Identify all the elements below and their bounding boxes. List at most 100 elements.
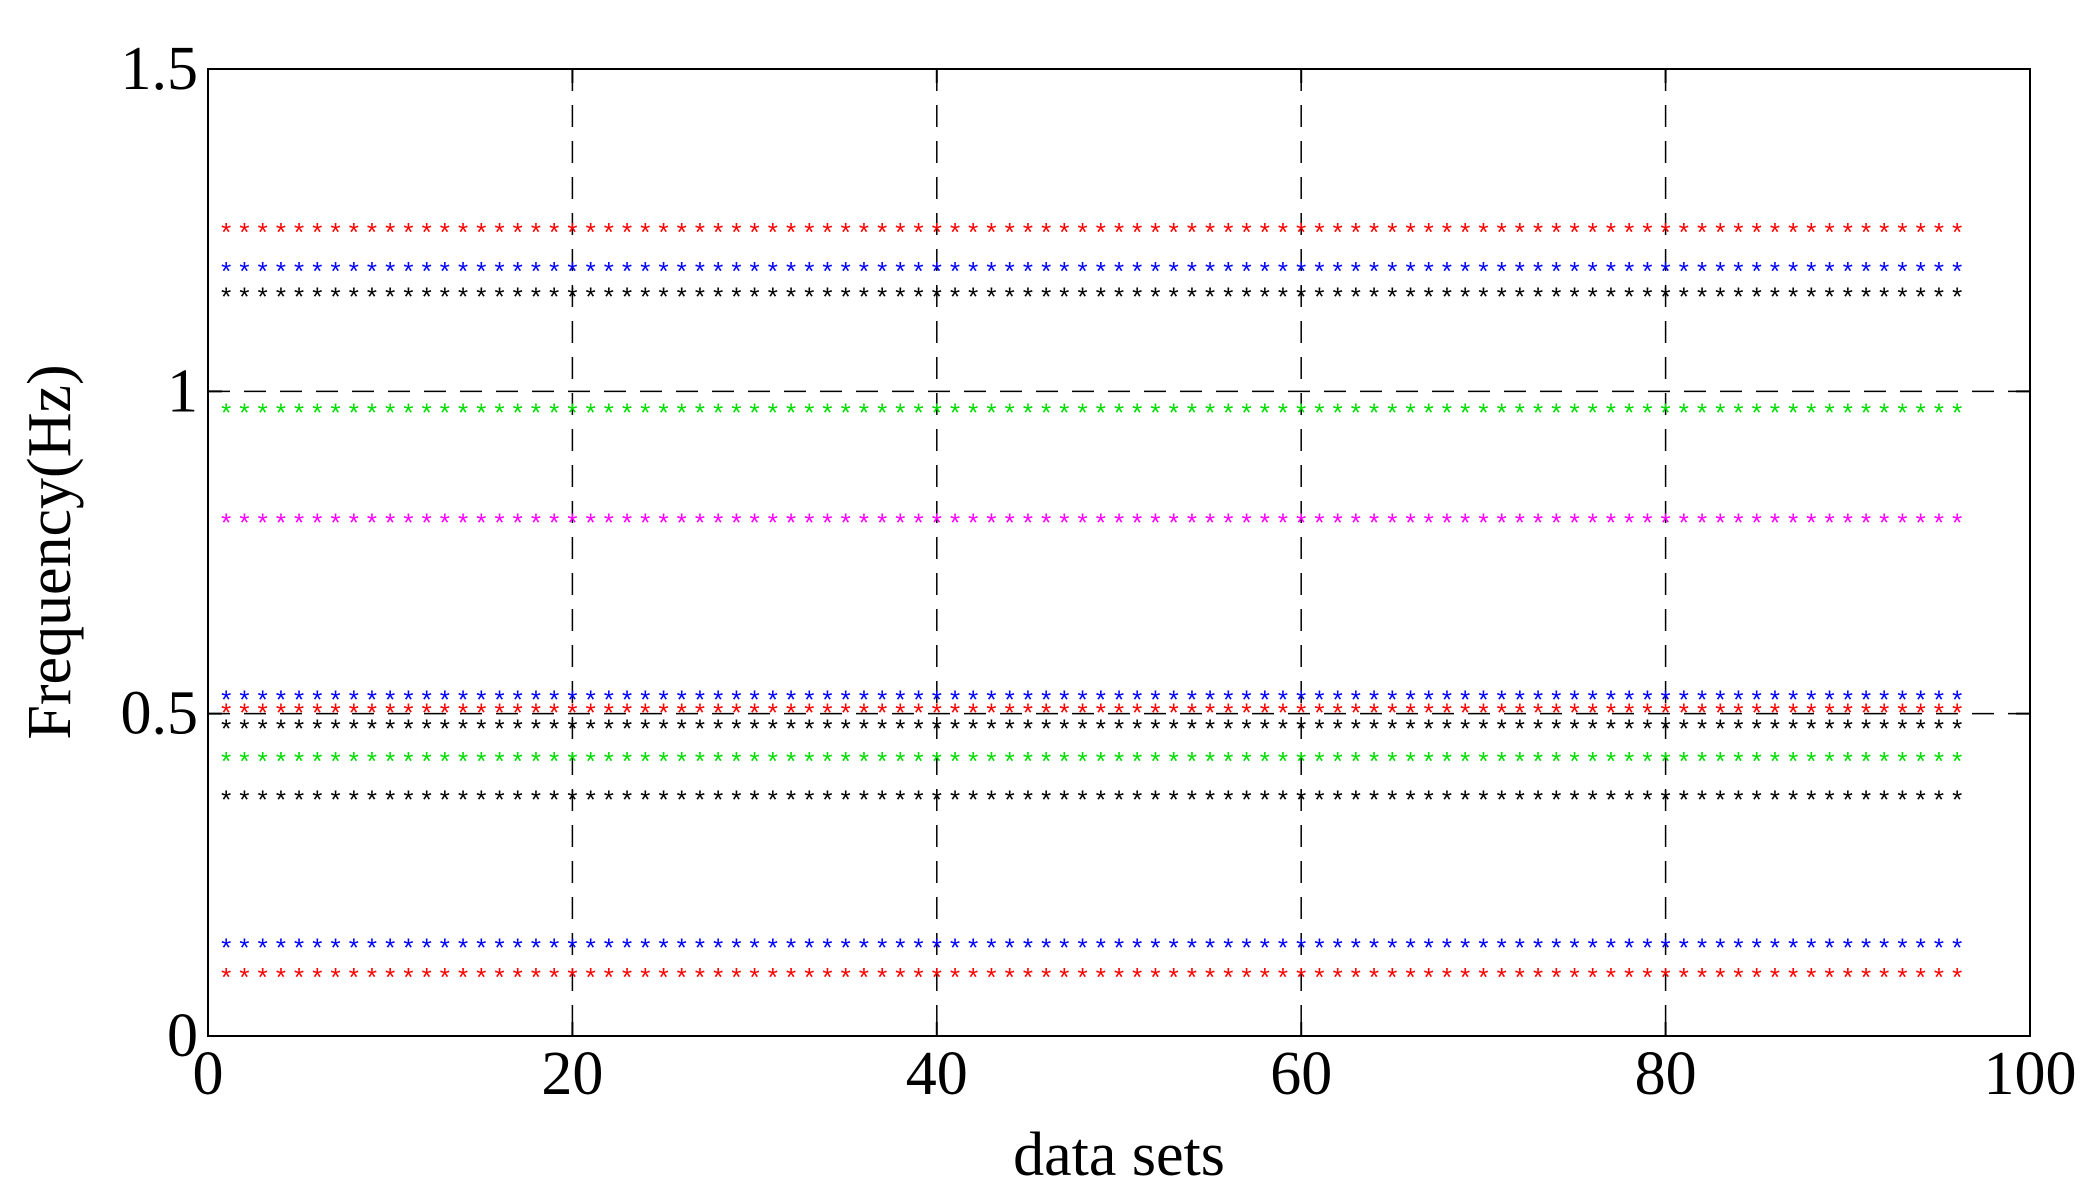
data-point: * (637, 700, 653, 730)
data-point: * (382, 220, 398, 250)
data-point: * (1767, 688, 1783, 718)
data-point: * (291, 717, 307, 747)
data-point: * (1312, 401, 1328, 431)
data-point: * (1567, 700, 1583, 730)
data-point: * (1348, 259, 1364, 289)
data-point: * (1239, 717, 1255, 747)
data-point: * (1129, 259, 1145, 289)
y-tick-label: 1 (167, 357, 198, 425)
data-point: * (346, 688, 362, 718)
data-point: * (218, 749, 234, 779)
data-point: * (546, 787, 562, 817)
data-point: * (1603, 700, 1619, 730)
data-point: * (710, 510, 726, 540)
data-point: * (1075, 717, 1091, 747)
data-point: * (401, 688, 417, 718)
data-point: * (1949, 510, 1965, 540)
data-point: * (583, 717, 599, 747)
data-point: * (1093, 401, 1109, 431)
data-point: * (801, 510, 817, 540)
data-point: * (1330, 285, 1346, 315)
data-point: * (1876, 220, 1892, 250)
data-point: * (1548, 717, 1564, 747)
data-point: * (1221, 220, 1237, 250)
data-point: * (310, 936, 326, 966)
data-point: * (455, 936, 471, 966)
data-point: * (1840, 965, 1856, 995)
data-point: * (1676, 700, 1692, 730)
data-point: * (328, 936, 344, 966)
data-point: * (656, 220, 672, 250)
data-point: * (1002, 936, 1018, 966)
data-point: * (1658, 688, 1674, 718)
data-point: * (1457, 700, 1473, 730)
data-point: * (1712, 700, 1728, 730)
data-point: * (1822, 510, 1838, 540)
data-point: * (1275, 787, 1291, 817)
data-point: * (619, 787, 635, 817)
data-point: * (565, 259, 581, 289)
data-point: * (273, 688, 289, 718)
data-point: * (1621, 700, 1637, 730)
data-point: * (1858, 936, 1874, 966)
data-point: * (1184, 510, 1200, 540)
data-point: * (1785, 936, 1801, 966)
data-point: * (1293, 285, 1309, 315)
data-point: * (1676, 965, 1692, 995)
data-point: * (1804, 787, 1820, 817)
data-point: * (1840, 749, 1856, 779)
data-point: * (1712, 936, 1728, 966)
data-point: * (1166, 259, 1182, 289)
data-point: * (893, 220, 909, 250)
data-point: * (1202, 717, 1218, 747)
data-point: * (1184, 688, 1200, 718)
data-point: * (893, 787, 909, 817)
data-point: * (710, 700, 726, 730)
data-point: * (473, 285, 489, 315)
data-point: * (1057, 717, 1073, 747)
data-point: * (1530, 510, 1546, 540)
data-point: * (291, 688, 307, 718)
data-point: * (401, 285, 417, 315)
series-6: * * * * * * * * * * * * * * * * * * * * * * * * * * * * * * * * * * * * * * * *… (218, 688, 1965, 718)
data-point: * (1603, 259, 1619, 289)
data-point: * (291, 787, 307, 817)
data-point: * (419, 717, 435, 747)
data-point: * (619, 700, 635, 730)
data-point: * (1239, 787, 1255, 817)
data-point: * (1603, 285, 1619, 315)
data-point: * (1694, 259, 1710, 289)
data-point: * (984, 936, 1000, 966)
data-point: * (328, 259, 344, 289)
data-point: * (237, 688, 253, 718)
data-point: * (1585, 787, 1601, 817)
data-point: * (255, 717, 271, 747)
data-point: * (1476, 717, 1492, 747)
data-point: * (820, 965, 836, 995)
data-point: * (874, 510, 890, 540)
data-point: * (1548, 688, 1564, 718)
data-point: * (1057, 220, 1073, 250)
data-point: * (1257, 401, 1273, 431)
data-point: * (1731, 510, 1747, 540)
data-point: * (947, 688, 963, 718)
data-point: * (364, 285, 380, 315)
data-point: * (1895, 787, 1911, 817)
data-point: * (747, 787, 763, 817)
data-point: * (1749, 749, 1765, 779)
data-point: * (1221, 787, 1237, 817)
data-point: * (747, 259, 763, 289)
data-point: * (801, 688, 817, 718)
data-point: * (619, 688, 635, 718)
data-point: * (437, 688, 453, 718)
data-point: * (1658, 401, 1674, 431)
data-point: * (310, 401, 326, 431)
data-point: * (1913, 688, 1929, 718)
data-point: * (710, 965, 726, 995)
data-point: * (1876, 936, 1892, 966)
data-point: * (1257, 717, 1273, 747)
data-point: * (218, 401, 234, 431)
data-point: * (637, 717, 653, 747)
data-point: * (1676, 401, 1692, 431)
data-point: * (1202, 220, 1218, 250)
